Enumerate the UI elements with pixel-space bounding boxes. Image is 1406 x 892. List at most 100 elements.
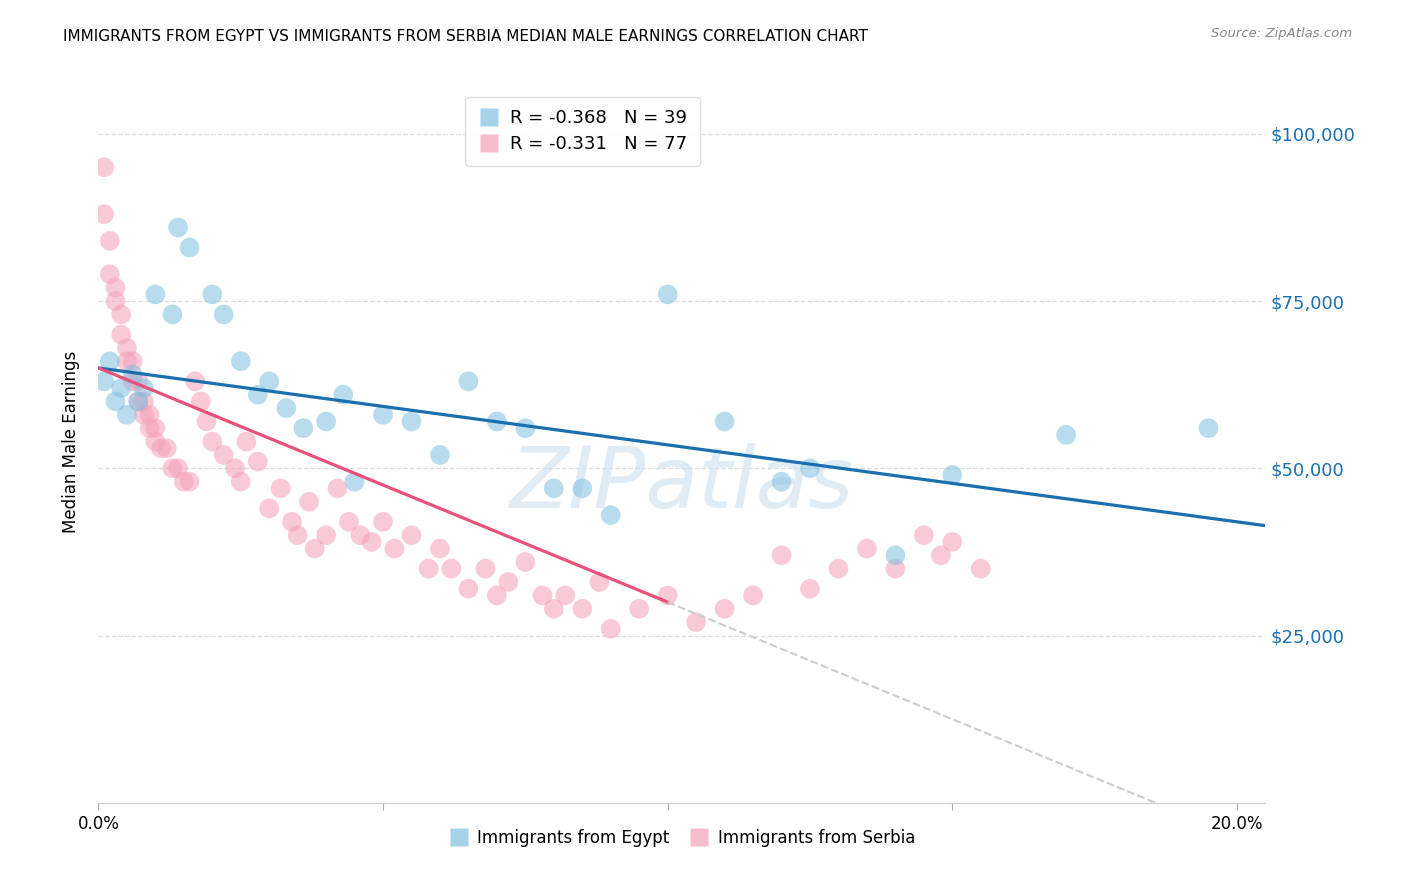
Point xyxy=(429,541,451,556)
Point xyxy=(827,562,849,576)
Point xyxy=(599,508,621,523)
Point xyxy=(326,482,349,496)
Point xyxy=(229,475,252,489)
Point xyxy=(132,394,155,409)
Point xyxy=(912,528,935,542)
Point xyxy=(143,434,166,449)
Point xyxy=(941,534,963,549)
Point xyxy=(93,161,115,175)
Point xyxy=(531,589,554,603)
Point xyxy=(799,461,821,475)
Point xyxy=(201,434,224,449)
Point xyxy=(884,548,907,563)
Point xyxy=(110,381,132,395)
Point xyxy=(799,582,821,596)
Point xyxy=(150,441,173,455)
Point xyxy=(115,354,138,368)
Point xyxy=(224,461,246,475)
Point xyxy=(543,482,565,496)
Point xyxy=(770,548,793,563)
Text: ZIPatlas: ZIPatlas xyxy=(510,443,853,526)
Point xyxy=(929,548,952,563)
Point xyxy=(941,467,963,482)
Point xyxy=(246,454,269,469)
Point xyxy=(235,434,257,449)
Point xyxy=(418,562,440,576)
Point xyxy=(104,394,127,409)
Point xyxy=(121,368,143,382)
Point xyxy=(371,408,394,422)
Point xyxy=(138,408,160,422)
Point xyxy=(98,354,121,368)
Point xyxy=(440,562,463,576)
Point xyxy=(162,461,184,475)
Point xyxy=(515,555,537,569)
Point xyxy=(229,354,252,368)
Point xyxy=(713,602,735,616)
Point xyxy=(246,387,269,401)
Point xyxy=(332,387,354,401)
Point xyxy=(554,589,576,603)
Legend: Immigrants from Egypt, Immigrants from Serbia: Immigrants from Egypt, Immigrants from S… xyxy=(441,822,922,854)
Point xyxy=(127,375,149,389)
Point xyxy=(657,287,679,301)
Point xyxy=(257,501,280,516)
Point xyxy=(770,475,793,489)
Point xyxy=(212,307,235,321)
Point xyxy=(298,494,321,508)
Point xyxy=(121,375,143,389)
Point xyxy=(98,268,121,282)
Point xyxy=(474,562,496,576)
Point xyxy=(132,408,155,422)
Point xyxy=(485,414,508,428)
Point xyxy=(543,602,565,616)
Point xyxy=(257,375,280,389)
Point xyxy=(156,441,179,455)
Point xyxy=(143,421,166,435)
Point xyxy=(127,394,149,409)
Point xyxy=(173,475,195,489)
Point xyxy=(429,448,451,462)
Point xyxy=(685,615,707,630)
Point xyxy=(115,341,138,355)
Point xyxy=(201,287,224,301)
Point xyxy=(856,541,879,556)
Point xyxy=(281,515,304,529)
Point xyxy=(195,414,218,428)
Point xyxy=(371,515,394,529)
Point xyxy=(104,281,127,295)
Point xyxy=(304,541,326,556)
Point xyxy=(98,234,121,248)
Point xyxy=(498,575,520,590)
Y-axis label: Median Male Earnings: Median Male Earnings xyxy=(62,351,80,533)
Point xyxy=(276,401,298,416)
Point xyxy=(1054,427,1077,442)
Point xyxy=(970,562,993,576)
Point xyxy=(167,220,190,235)
Point xyxy=(121,354,143,368)
Point xyxy=(315,414,337,428)
Point xyxy=(485,589,508,603)
Point xyxy=(127,394,149,409)
Point xyxy=(287,528,309,542)
Text: IMMIGRANTS FROM EGYPT VS IMMIGRANTS FROM SERBIA MEDIAN MALE EARNINGS CORRELATION: IMMIGRANTS FROM EGYPT VS IMMIGRANTS FROM… xyxy=(63,29,868,44)
Point xyxy=(184,375,207,389)
Point xyxy=(337,515,360,529)
Point xyxy=(315,528,337,542)
Point xyxy=(657,589,679,603)
Point xyxy=(167,461,190,475)
Point xyxy=(179,475,201,489)
Point xyxy=(138,421,160,435)
Point xyxy=(349,528,371,542)
Point xyxy=(713,414,735,428)
Point xyxy=(93,207,115,221)
Point xyxy=(110,307,132,321)
Point xyxy=(292,421,315,435)
Point xyxy=(401,528,423,542)
Point xyxy=(343,475,366,489)
Point xyxy=(190,394,212,409)
Point xyxy=(104,293,127,308)
Point xyxy=(588,575,610,590)
Point xyxy=(115,408,138,422)
Point xyxy=(270,482,292,496)
